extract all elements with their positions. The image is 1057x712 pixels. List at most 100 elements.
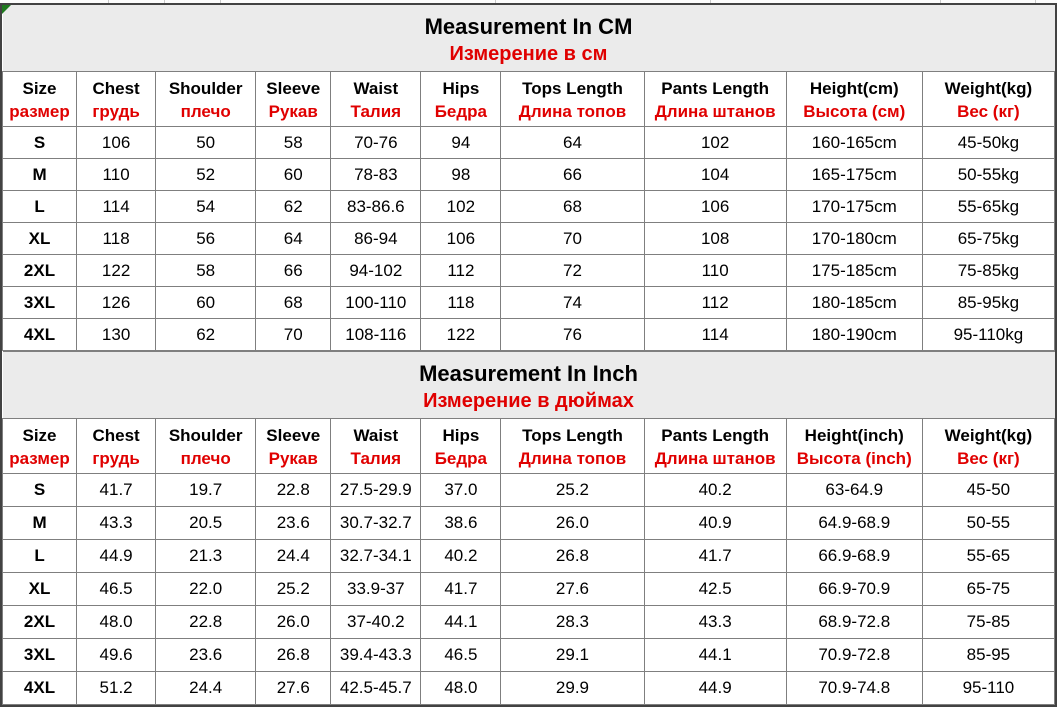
measurement-value: 44.9 [643, 671, 787, 705]
measurement-value: 46.5 [76, 572, 157, 606]
measurement-value: 40.2 [643, 473, 787, 507]
header-label-ru: Бедра [434, 449, 488, 469]
measurement-value: 70.9-72.8 [785, 638, 923, 672]
measurement-value: 41.7 [643, 539, 787, 573]
measurement-value: 75-85kg [921, 254, 1056, 287]
measurement-value: 180-185cm [785, 286, 923, 319]
measurement-value: 50-55 [921, 506, 1056, 540]
header-label-ru: плечо [180, 449, 231, 469]
measurement-value: 26.8 [500, 539, 645, 573]
measurement-value: 55-65kg [921, 190, 1056, 223]
measurement-value: 118 [420, 286, 502, 319]
measurement-value: 130 [76, 318, 157, 351]
header-label-en: Weight(kg) [944, 79, 1033, 99]
measurement-value: 27.6 [255, 671, 332, 705]
size-label: 4XL [1, 318, 78, 351]
measurement-value: 68 [500, 190, 645, 223]
size-row-s: S 41.7 19.7 22.8 27.5-29.9 37.0 25.2 40.2 63-64.… [1, 473, 1056, 507]
measurement-value: 94 [420, 126, 502, 159]
measurement-value: 170-175cm [785, 190, 923, 223]
header-label-en: Height(inch) [804, 426, 904, 446]
cm-measurement-table: Measurement In CM Измерение в см Size раз… [1, 5, 1056, 351]
header-label-ru: Длина топов [518, 102, 627, 122]
header-label-ru: Бедра [434, 102, 488, 122]
measurement-value: 106 [643, 190, 787, 223]
measurement-value: 78-83 [330, 158, 422, 191]
column-header-size: Size размер [1, 418, 78, 474]
measurement-value: 66.9-68.9 [785, 539, 923, 573]
measurement-value: 106 [420, 222, 502, 255]
size-label: L [1, 190, 78, 223]
measurement-value: 175-185cm [785, 254, 923, 287]
header-label-en: Height(cm) [809, 79, 899, 99]
measurement-value: 29.1 [500, 638, 645, 672]
header-label-en: Shoulder [168, 426, 243, 446]
spreadsheet-corner-marker-icon [2, 5, 11, 14]
header-label-ru: грудь [92, 449, 140, 469]
measurement-value: 25.2 [500, 473, 645, 507]
measurement-value: 45-50kg [921, 126, 1056, 159]
header-label-ru: Рукав [268, 449, 318, 469]
measurement-value: 85-95kg [921, 286, 1056, 319]
measurement-value: 60 [155, 286, 257, 319]
measurement-value: 65-75kg [921, 222, 1056, 255]
measurement-value: 23.6 [255, 506, 332, 540]
grid-remnant-line [710, 0, 711, 3]
table-title-ru: Измерение в см [449, 43, 608, 65]
measurement-value: 112 [643, 286, 787, 319]
grid-remnant-line [220, 0, 221, 3]
column-header-row: Size размер Chest грудь Shoulder плечо Sleeve Р… [1, 418, 1056, 474]
header-label-en: Waist [353, 79, 399, 99]
measurement-value: 62 [155, 318, 257, 351]
header-label-ru: Рукав [268, 102, 318, 122]
measurement-value: 43.3 [643, 605, 787, 639]
size-row-s: S 106 50 58 70-76 94 64 102 160-165cm 45-50kg [1, 126, 1056, 159]
measurement-value: 102 [420, 190, 502, 223]
header-label-en: Tops Length [522, 426, 623, 446]
column-header-shoulder: Shoulder плечо [155, 71, 257, 127]
header-label-en: Waist [353, 426, 399, 446]
header-label-ru: плечо [180, 102, 231, 122]
measurement-tables: Measurement In CM Измерение в см Size раз… [1, 5, 1056, 705]
size-label: M [1, 158, 78, 191]
measurement-value: 44.1 [420, 605, 502, 639]
header-label-ru: грудь [92, 102, 140, 122]
measurement-value: 26.8 [255, 638, 332, 672]
measurement-value: 22.8 [255, 473, 332, 507]
measurement-value: 66 [500, 158, 645, 191]
size-label: M [1, 506, 78, 540]
table-title-cell: Measurement In CM Измерение в см [2, 5, 1055, 72]
header-label-en: Pants Length [661, 79, 769, 99]
column-header-hips: Hips Бедра [420, 418, 502, 474]
header-label-en: Chest [92, 426, 140, 446]
header-label-ru: Длина топов [518, 449, 627, 469]
measurement-value: 66 [255, 254, 332, 287]
size-label: L [1, 539, 78, 573]
measurement-value: 165-175cm [785, 158, 923, 191]
column-header-chest: Chest грудь [76, 71, 157, 127]
column-header-waist: Waist Талия [330, 418, 422, 474]
column-header-shoulder: Shoulder плечо [155, 418, 257, 474]
header-label-en: Sleeve [266, 426, 321, 446]
column-header-pants-length: Pants Length Длина штанов [643, 71, 787, 127]
measurement-value: 44.1 [643, 638, 787, 672]
measurement-value: 122 [420, 318, 502, 351]
measurement-value: 114 [643, 318, 787, 351]
measurement-value: 180-190cm [785, 318, 923, 351]
measurement-value: 26.0 [500, 506, 645, 540]
measurement-value: 76 [500, 318, 645, 351]
measurement-value: 64 [255, 222, 332, 255]
measurement-value: 27.6 [500, 572, 645, 606]
column-header-pants-length: Pants Length Длина штанов [643, 418, 787, 474]
measurement-value: 45-50 [921, 473, 1056, 507]
column-header-tops-length: Tops Length Длина топов [500, 71, 645, 127]
header-label-en: Hips [442, 79, 480, 99]
size-row-xl: XL 118 56 64 86-94 106 70 108 170-180cm 65-75kg [1, 222, 1056, 255]
measurement-value: 54 [155, 190, 257, 223]
measurement-value: 56 [155, 222, 257, 255]
measurement-value: 30.7-32.7 [330, 506, 422, 540]
measurement-value: 48.0 [420, 671, 502, 705]
header-label-en: Sleeve [266, 79, 321, 99]
measurement-value: 41.7 [76, 473, 157, 507]
